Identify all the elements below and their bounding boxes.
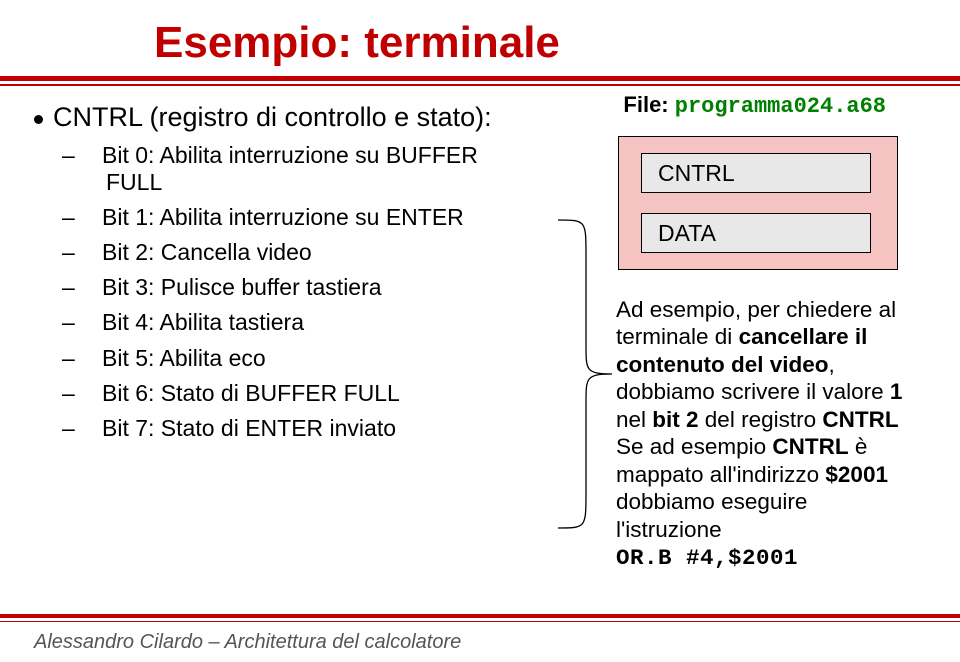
sub-bullet: –Bit 2: Cancella video xyxy=(84,239,504,266)
desc-b: $2001 xyxy=(825,462,888,487)
sub-bullet: –Bit 1: Abilita interruzione su ENTER xyxy=(84,204,504,231)
desc-t: del registro xyxy=(699,407,823,432)
sub-text: Bit 3: Pulisce buffer tastiera xyxy=(102,274,382,300)
main-bullet: CNTRL (registro di controllo e stato): xyxy=(34,102,504,134)
sub-text: Bit 2: Cancella video xyxy=(102,239,312,265)
sub-bullet: –Bit 5: Abilita eco xyxy=(84,345,504,372)
main-bullet-text: CNTRL (registro di controllo e stato): xyxy=(53,102,492,132)
sub-bullet: –Bit 6: Stato di BUFFER FULL xyxy=(84,380,504,407)
desc-t: nel xyxy=(616,407,652,432)
sub-text: Bit 0: Abilita interruzione su BUFFER FU… xyxy=(102,142,478,195)
slide: Esempio: terminale CNTRL (registro di co… xyxy=(0,0,960,662)
reg-cntrl: CNTRL xyxy=(641,153,871,193)
desc-b: bit 2 xyxy=(652,407,698,432)
description: Ad esempio, per chiedere al terminale di… xyxy=(616,296,916,572)
footer-line xyxy=(0,614,960,623)
sub-text: Bit 7: Stato di ENTER inviato xyxy=(102,415,396,441)
file-label: File: programma024.a68 xyxy=(623,92,886,119)
file-word: File: xyxy=(623,92,668,117)
desc-t: Se ad esempio xyxy=(616,434,772,459)
sub-bullet: –Bit 4: Abilita tastiera xyxy=(84,309,504,336)
sub-bullet: –Bit 7: Stato di ENTER inviato xyxy=(84,415,504,442)
left-column: CNTRL (registro di controllo e stato): –… xyxy=(34,96,504,602)
footer-text: Alessandro Cilardo – Architettura del ca… xyxy=(34,631,461,654)
brace-icon xyxy=(546,216,616,532)
reg-data: DATA xyxy=(641,213,871,253)
sub-text: Bit 1: Abilita interruzione su ENTER xyxy=(102,204,464,230)
sub-text: Bit 6: Stato di BUFFER FULL xyxy=(102,380,400,406)
sub-bullet: –Bit 0: Abilita interruzione su BUFFER F… xyxy=(84,142,504,196)
desc-b: CNTRL xyxy=(822,407,898,432)
slide-body: CNTRL (registro di controllo e stato): –… xyxy=(34,96,926,602)
title-underline xyxy=(0,76,960,86)
sub-bullet: –Bit 3: Pulisce buffer tastiera xyxy=(84,274,504,301)
desc-b: CNTRL xyxy=(772,434,848,459)
file-name: programma024.a68 xyxy=(675,94,886,119)
desc-b: 1 xyxy=(890,379,903,404)
bullet-dot-icon xyxy=(34,115,43,124)
sub-text: Bit 5: Abilita eco xyxy=(102,345,266,371)
sub-text: Bit 4: Abilita tastiera xyxy=(102,309,304,335)
code-line: OR.B #4,$2001 xyxy=(616,545,798,571)
desc-t: dobbiamo eseguire l'istruzione xyxy=(616,489,807,541)
slide-title: Esempio: terminale xyxy=(154,18,926,68)
register-box: CNTRL DATA xyxy=(618,136,898,270)
